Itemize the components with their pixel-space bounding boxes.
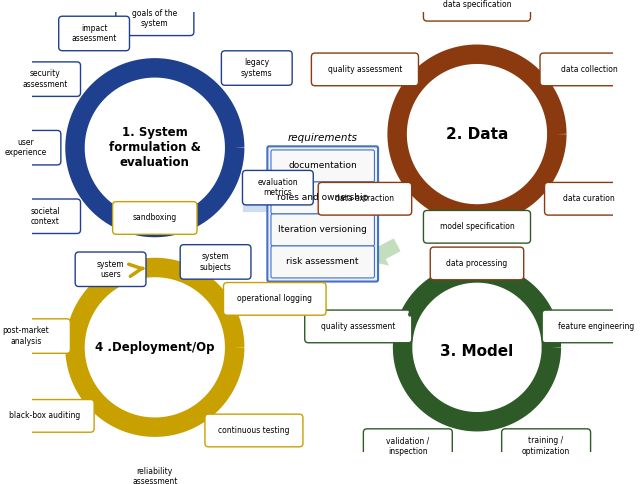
Text: system
subjects: system subjects bbox=[200, 252, 232, 272]
Text: security
assessment: security assessment bbox=[22, 69, 68, 89]
Text: sandboxing: sandboxing bbox=[132, 213, 177, 223]
Text: goals of the
system: goals of the system bbox=[132, 9, 177, 28]
Text: data curation: data curation bbox=[563, 194, 615, 203]
Text: system
users: system users bbox=[97, 259, 124, 279]
FancyBboxPatch shape bbox=[542, 310, 640, 343]
FancyBboxPatch shape bbox=[243, 170, 313, 205]
Text: reliability
assessment: reliability assessment bbox=[132, 467, 177, 484]
FancyBboxPatch shape bbox=[75, 252, 146, 287]
Text: data specification: data specification bbox=[443, 0, 511, 9]
FancyBboxPatch shape bbox=[271, 246, 374, 278]
Text: evaluation
metrics: evaluation metrics bbox=[257, 178, 298, 197]
Text: impact
assessment: impact assessment bbox=[72, 24, 116, 43]
Polygon shape bbox=[243, 190, 298, 219]
Text: user
experience: user experience bbox=[4, 138, 47, 157]
Polygon shape bbox=[366, 182, 401, 209]
Text: continuous testing: continuous testing bbox=[218, 426, 290, 435]
FancyBboxPatch shape bbox=[271, 182, 374, 214]
FancyBboxPatch shape bbox=[0, 319, 70, 353]
Text: 4 .Deployment/Op: 4 .Deployment/Op bbox=[95, 341, 214, 354]
FancyBboxPatch shape bbox=[502, 429, 591, 463]
FancyBboxPatch shape bbox=[271, 150, 374, 182]
Text: societal
context: societal context bbox=[30, 207, 60, 226]
FancyBboxPatch shape bbox=[0, 131, 61, 165]
Text: 1. System
formulation &
evaluation: 1. System formulation & evaluation bbox=[109, 126, 201, 169]
FancyBboxPatch shape bbox=[59, 16, 129, 51]
Text: quality assessment: quality assessment bbox=[328, 65, 402, 74]
FancyBboxPatch shape bbox=[424, 0, 531, 21]
FancyBboxPatch shape bbox=[430, 247, 524, 280]
FancyBboxPatch shape bbox=[424, 211, 531, 243]
FancyBboxPatch shape bbox=[116, 1, 194, 35]
Text: black-box auditing: black-box auditing bbox=[10, 411, 81, 421]
Text: Iteration versioning: Iteration versioning bbox=[278, 226, 367, 234]
FancyBboxPatch shape bbox=[540, 53, 638, 86]
FancyBboxPatch shape bbox=[223, 283, 326, 315]
FancyBboxPatch shape bbox=[10, 199, 81, 233]
Text: validation /
inspection: validation / inspection bbox=[386, 437, 429, 456]
FancyBboxPatch shape bbox=[221, 51, 292, 85]
Text: quality assessment: quality assessment bbox=[321, 322, 396, 331]
FancyBboxPatch shape bbox=[318, 182, 412, 215]
Text: data processing: data processing bbox=[446, 259, 508, 268]
FancyBboxPatch shape bbox=[0, 400, 94, 432]
Text: 2. Data: 2. Data bbox=[446, 127, 508, 142]
FancyBboxPatch shape bbox=[205, 414, 303, 447]
Text: model specification: model specification bbox=[440, 222, 515, 231]
Text: 3. Model: 3. Model bbox=[440, 345, 514, 359]
Text: requirements: requirements bbox=[288, 133, 358, 143]
Text: post-market
analysis: post-market analysis bbox=[3, 326, 49, 346]
FancyBboxPatch shape bbox=[364, 429, 452, 463]
FancyBboxPatch shape bbox=[10, 62, 81, 96]
FancyBboxPatch shape bbox=[268, 146, 378, 282]
Text: data collection: data collection bbox=[561, 65, 618, 74]
Text: roles and ownership: roles and ownership bbox=[277, 194, 369, 202]
Text: legacy
systems: legacy systems bbox=[241, 59, 273, 78]
FancyBboxPatch shape bbox=[305, 310, 412, 343]
FancyBboxPatch shape bbox=[180, 245, 251, 279]
FancyBboxPatch shape bbox=[271, 214, 374, 246]
Polygon shape bbox=[366, 239, 401, 265]
Text: feature engineering: feature engineering bbox=[557, 322, 634, 331]
Text: documentation: documentation bbox=[289, 162, 357, 170]
FancyBboxPatch shape bbox=[545, 182, 634, 215]
FancyBboxPatch shape bbox=[312, 53, 419, 86]
Text: operational logging: operational logging bbox=[237, 294, 312, 303]
FancyBboxPatch shape bbox=[113, 202, 197, 234]
FancyBboxPatch shape bbox=[110, 459, 199, 484]
Text: risk assessment: risk assessment bbox=[287, 257, 359, 266]
Text: training /
optimization: training / optimization bbox=[522, 437, 570, 456]
Text: data extraction: data extraction bbox=[335, 194, 394, 203]
